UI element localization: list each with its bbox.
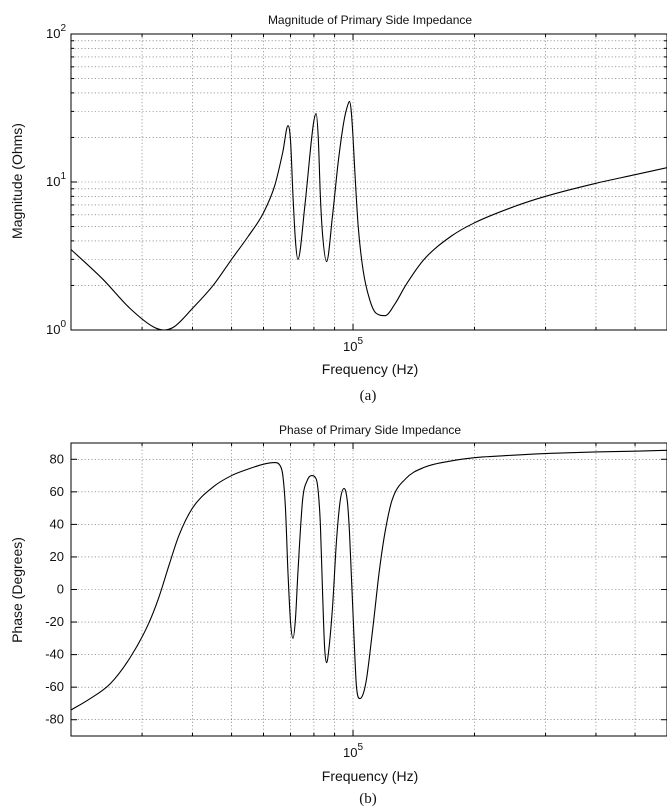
magnitude-y-axis-label: Magnitude (Ohms): [9, 123, 25, 239]
phase-y-tick-label: 20: [50, 549, 64, 564]
phase-y-tick-label: 80: [50, 451, 64, 466]
magnitude-y-tick-label: 100: [46, 319, 66, 337]
phase-y-tick-label: 0: [57, 582, 64, 597]
phase-caption: (b): [359, 791, 377, 807]
phase-gridlines: [71, 443, 667, 736]
magnitude-curve: [70, 100, 667, 331]
magnitude-y-tick-label: 101: [46, 171, 66, 189]
magnitude-plot-frame: [70, 33, 667, 331]
phase-y-axis-label: Phase (Degrees): [9, 537, 25, 643]
magnitude-caption: (a): [360, 388, 377, 404]
phase-y-tick-label: -80: [45, 712, 64, 727]
phase-y-tick-label: -20: [45, 614, 64, 629]
magnitude-panel: Magnitude of Primary Side Impedance 100 1…: [9, 13, 667, 404]
phase-x-tick-label: 105: [343, 742, 363, 760]
magnitude-chart-title: Magnitude of Primary Side Impedance: [268, 13, 472, 27]
magnitude-x-axis-label: Frequency (Hz): [322, 361, 418, 377]
magnitude-x-tick-label: 105: [343, 336, 363, 354]
phase-axis-ticks: 80 60 40 20 0 -20 -40 -60 -80 105: [45, 443, 667, 760]
phase-panel: Phase of Primary Side Impedance 80 60 40 20…: [9, 423, 667, 807]
phase-chart-title: Phase of Primary Side Impedance: [279, 423, 461, 437]
magnitude-gridlines: [71, 34, 667, 330]
magnitude-y-tick-label: 102: [46, 23, 66, 41]
phase-y-tick-label: 60: [50, 484, 64, 499]
phase-plot-frame: [70, 442, 667, 737]
phase-x-axis-label: Frequency (Hz): [322, 768, 418, 784]
phase-y-tick-label: 40: [50, 516, 64, 531]
phase-curve: [70, 449, 667, 711]
phase-y-tick-label: -40: [45, 647, 64, 662]
phase-y-tick-label: -60: [45, 679, 64, 694]
